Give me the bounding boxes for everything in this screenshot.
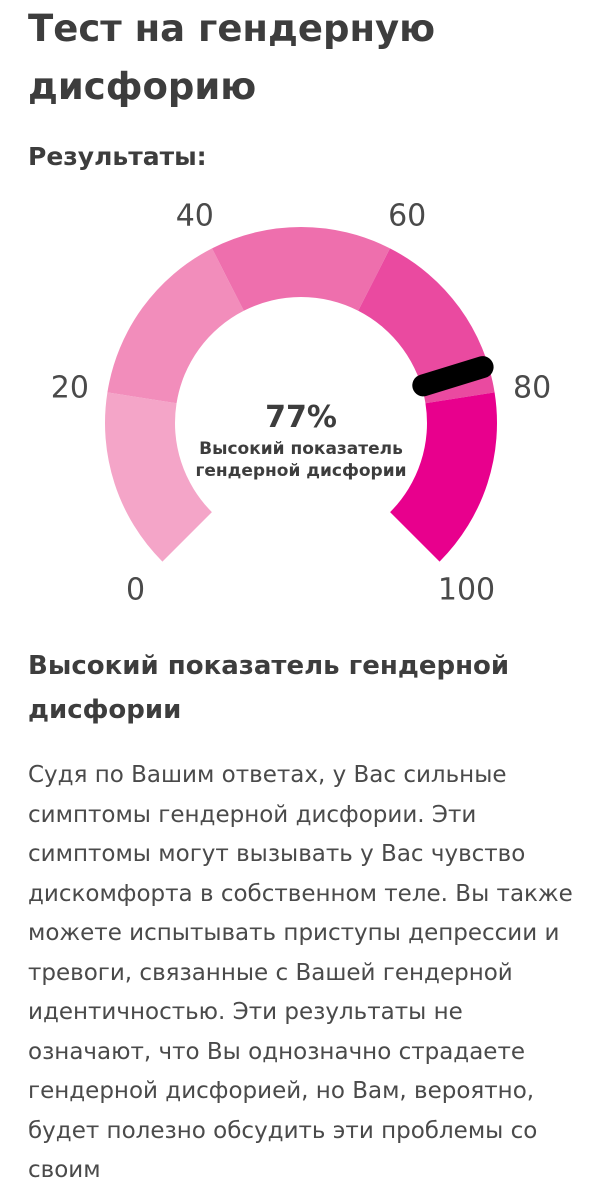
gauge-tick-label-60: 60 xyxy=(388,199,426,234)
gauge-value: 77% xyxy=(265,400,337,435)
gauge-caption-line1: Высокий показатель xyxy=(199,439,403,459)
gauge-segment-2 xyxy=(212,226,390,311)
gauge-tick-labels: 0 20 40 60 80 100 xyxy=(51,199,551,608)
gauge-needle-group xyxy=(412,356,494,397)
gauge-segment-0 xyxy=(105,392,212,562)
gauge: 0 20 40 60 80 100 77% Высокий показатель генд… xyxy=(0,190,602,620)
result-description: Судя по Вашим ответах, у Вас сильные сим… xyxy=(28,762,573,1183)
gauge-tick-label-100: 100 xyxy=(438,573,495,608)
gauge-segment-4 xyxy=(390,392,497,562)
gauge-tick-label-80: 80 xyxy=(513,370,551,405)
gauge-needle xyxy=(412,356,494,397)
result-heading: Высокий показатель гендерной дисфории xyxy=(28,651,510,725)
gauge-tick-label-20: 20 xyxy=(51,370,89,405)
gauge-segments xyxy=(105,226,497,562)
page-title: Тест на гендерную дисфорию xyxy=(28,7,436,108)
gauge-tick-label-0: 0 xyxy=(126,573,145,608)
gauge-chart: 0 20 40 60 80 100 77% Высокий показатель генд… xyxy=(51,199,551,608)
gauge-tick-label-40: 40 xyxy=(176,199,214,234)
results-label: Результаты: xyxy=(28,142,207,171)
gauge-caption-line2: гендерной дисфории xyxy=(195,461,406,481)
gauge-segment-1 xyxy=(107,248,244,404)
